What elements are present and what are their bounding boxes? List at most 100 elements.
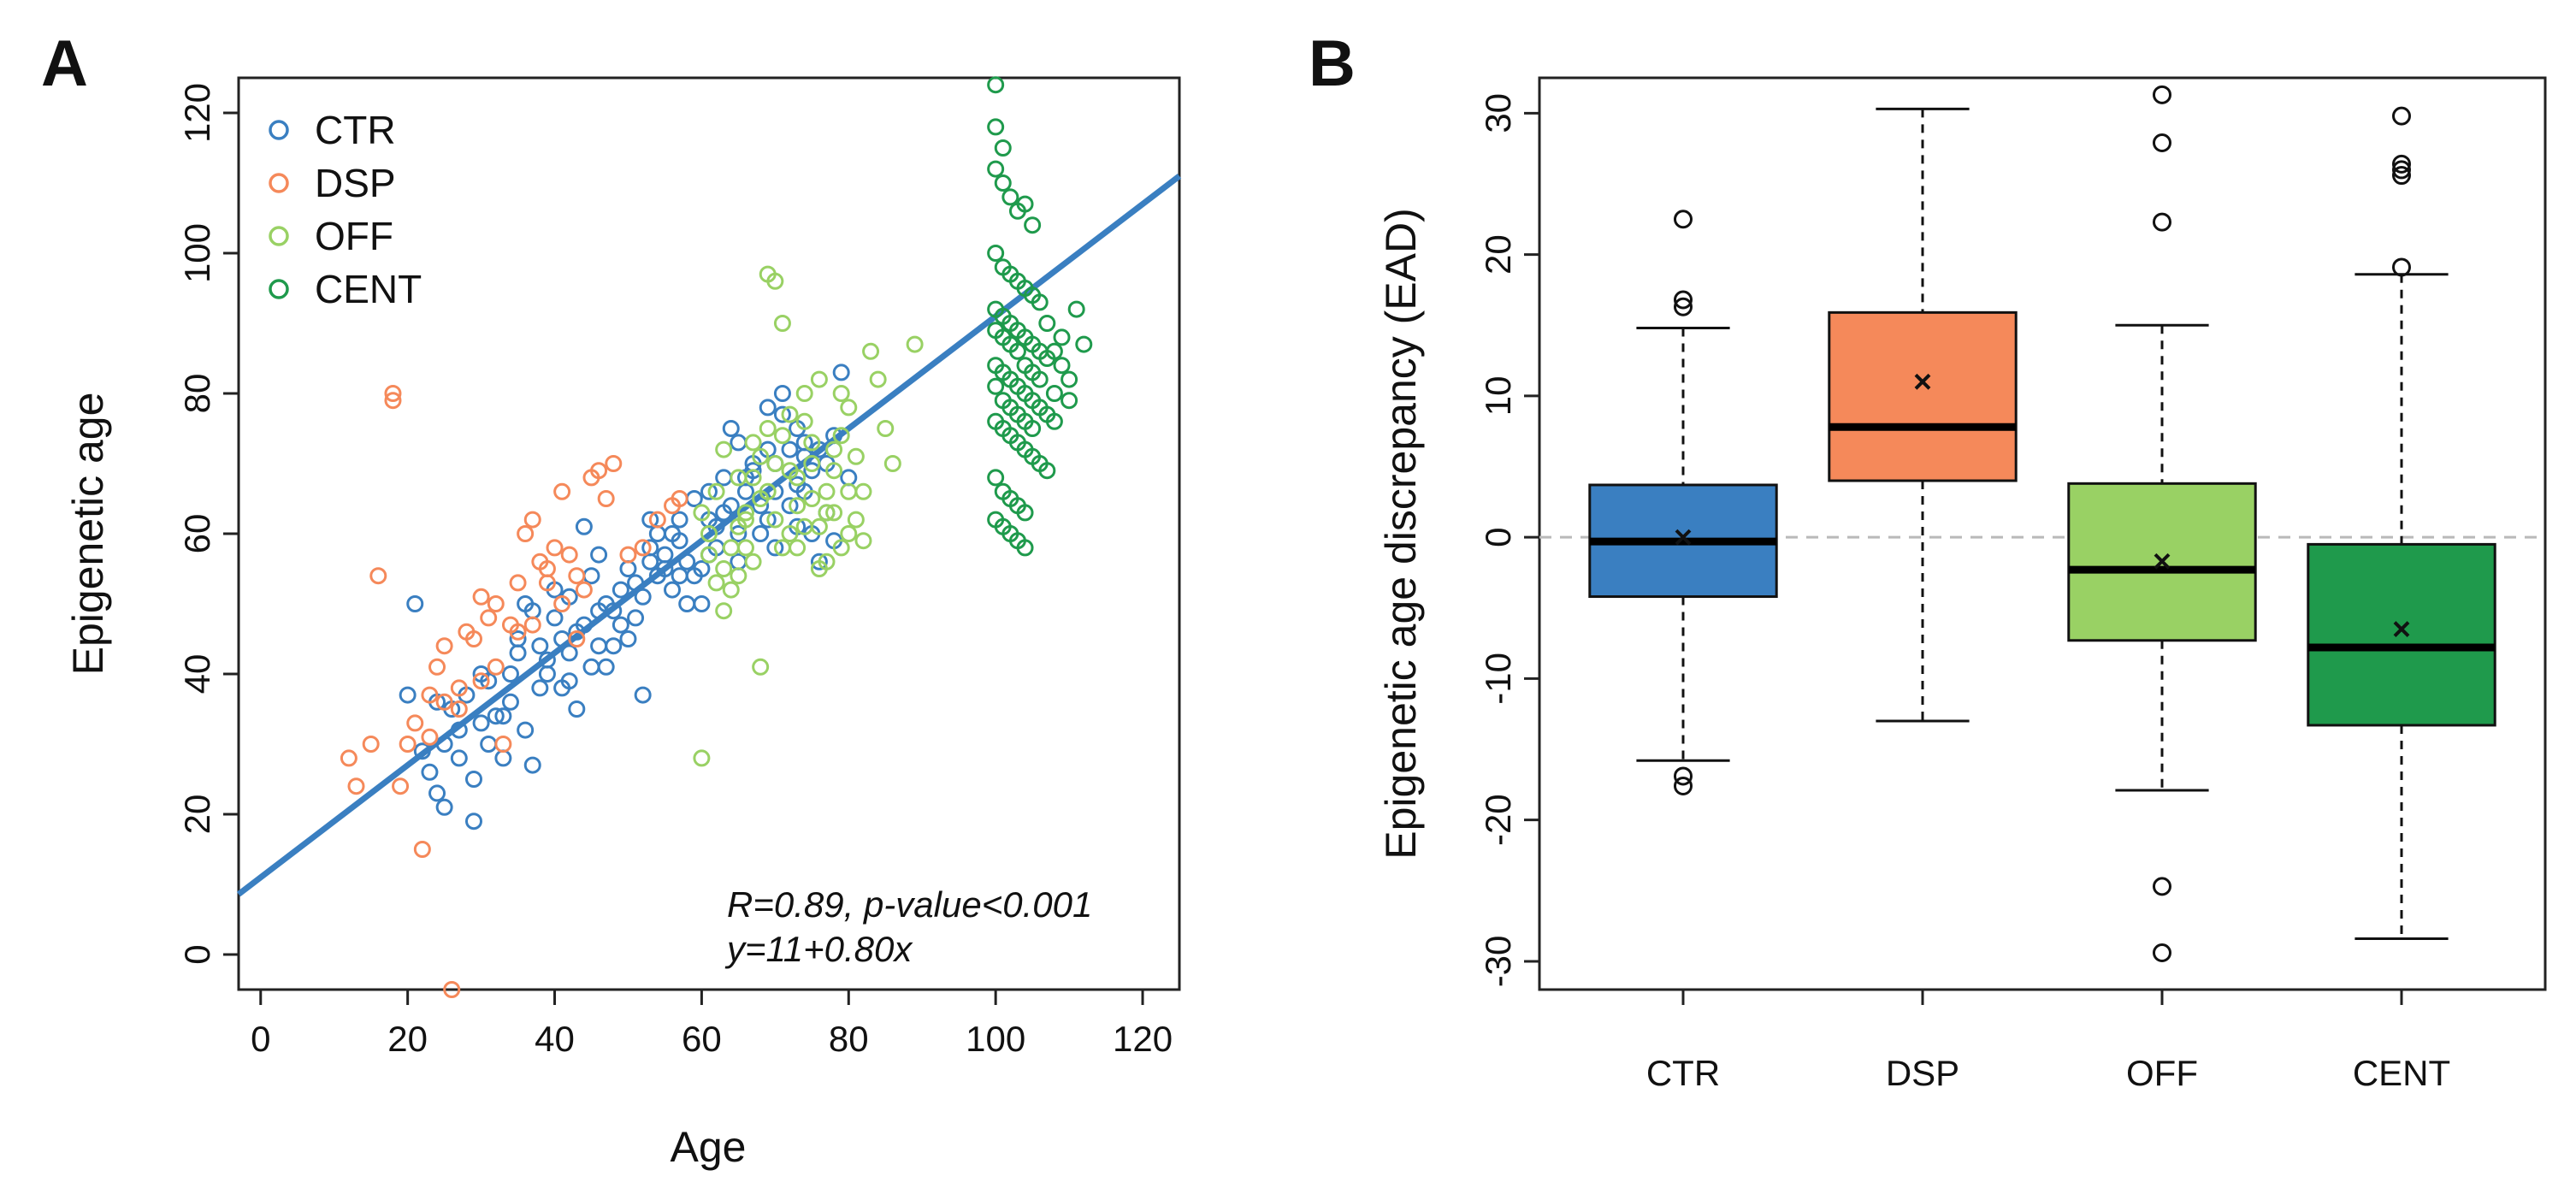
data-point	[435, 637, 453, 655]
data-point	[582, 567, 600, 585]
panel-a-y-axis-title: Epigenetic age	[64, 393, 112, 676]
data-point	[656, 546, 674, 564]
panel-a-points	[340, 76, 1093, 998]
data-point	[752, 525, 770, 542]
data-point	[443, 981, 461, 998]
data-point	[619, 546, 637, 564]
legend-marker	[269, 226, 289, 246]
data-point	[715, 469, 733, 487]
data-point	[347, 777, 365, 795]
data-point	[736, 482, 754, 500]
data-point	[472, 588, 490, 606]
data-point	[612, 581, 629, 599]
data-point	[854, 532, 872, 550]
x-tick-label: 100	[966, 1019, 1025, 1059]
data-point	[509, 574, 527, 592]
y-tick-label: 40	[177, 654, 217, 695]
data-point	[480, 609, 498, 627]
x-tick-label: OFF	[2126, 1053, 2198, 1093]
outlier-point	[2392, 166, 2411, 186]
data-point	[693, 595, 711, 612]
data-point	[465, 771, 482, 788]
y-tick-label: -20	[1478, 794, 1518, 846]
data-point	[766, 539, 784, 557]
data-point	[987, 160, 1005, 178]
legend-label: DSP	[315, 161, 396, 205]
data-point	[752, 658, 770, 676]
x-tick-label: 40	[535, 1019, 575, 1059]
x-tick-label: 80	[829, 1019, 869, 1059]
panel-b-boxplot: B Epigenetic age discrepancy (EAD) -30 -2…	[1309, 27, 2547, 1093]
data-point	[575, 616, 593, 634]
outlier-point	[1674, 777, 1693, 796]
data-point	[509, 623, 527, 641]
data-point	[693, 749, 711, 767]
data-point	[773, 405, 791, 423]
outlier-point	[2392, 106, 2411, 126]
data-point	[648, 511, 666, 529]
data-point	[627, 574, 645, 592]
x-tick-label: 60	[682, 1019, 722, 1059]
y-tick-label: 0	[1478, 527, 1518, 547]
x-tick-label: DSP	[1886, 1053, 1959, 1093]
data-point	[590, 462, 608, 480]
data-point	[450, 721, 468, 739]
data-point	[678, 553, 696, 570]
legend-label: OFF	[315, 214, 393, 258]
data-point	[773, 385, 791, 402]
y-tick-label: -10	[1478, 653, 1518, 705]
data-point	[494, 749, 512, 767]
data-point	[1061, 370, 1078, 388]
data-point	[509, 644, 527, 662]
mean-marker	[1675, 529, 1692, 546]
data-point	[766, 482, 784, 500]
y-tick-label: 20	[1478, 234, 1518, 275]
data-point	[840, 399, 858, 417]
data-point	[1053, 357, 1071, 375]
legend-label: CTR	[315, 108, 396, 152]
data-point	[678, 595, 696, 612]
data-point	[487, 658, 505, 676]
data-point	[840, 469, 858, 487]
outlier-point	[1674, 766, 1693, 786]
data-point	[1061, 392, 1078, 410]
box-dsp	[1828, 107, 2018, 723]
data-point	[700, 546, 718, 564]
data-point	[730, 434, 747, 452]
legend-marker	[269, 279, 289, 299]
outlier-point	[2153, 877, 2171, 896]
data-point	[435, 736, 453, 753]
data-point	[568, 700, 586, 718]
data-point	[685, 490, 703, 507]
data-point	[766, 511, 784, 529]
data-point	[795, 385, 813, 402]
x-tick-label: 120	[1113, 1019, 1173, 1059]
iqr-box	[1828, 310, 2018, 482]
data-point	[546, 609, 564, 627]
data-point	[472, 665, 490, 683]
data-point	[531, 679, 549, 697]
panel-b-letter: B	[1309, 27, 1356, 100]
data-point	[766, 455, 784, 472]
data-point	[421, 686, 439, 704]
data-point	[369, 567, 387, 585]
data-point	[568, 630, 586, 647]
data-point	[1016, 195, 1034, 213]
data-point	[744, 553, 762, 570]
data-point	[619, 560, 637, 577]
data-point	[1016, 504, 1034, 522]
series-off	[693, 265, 924, 767]
outlier-point	[1674, 297, 1693, 316]
outlier-point	[2392, 160, 2411, 180]
panel-a-x-axis-title: Age	[671, 1123, 747, 1171]
data-point	[1024, 216, 1042, 234]
data-point	[428, 784, 446, 802]
data-point	[700, 482, 718, 500]
data-point	[421, 728, 439, 746]
data-point	[987, 76, 1005, 94]
data-point	[413, 742, 431, 760]
data-point	[789, 539, 806, 557]
data-point	[560, 644, 578, 662]
data-point	[612, 616, 629, 634]
